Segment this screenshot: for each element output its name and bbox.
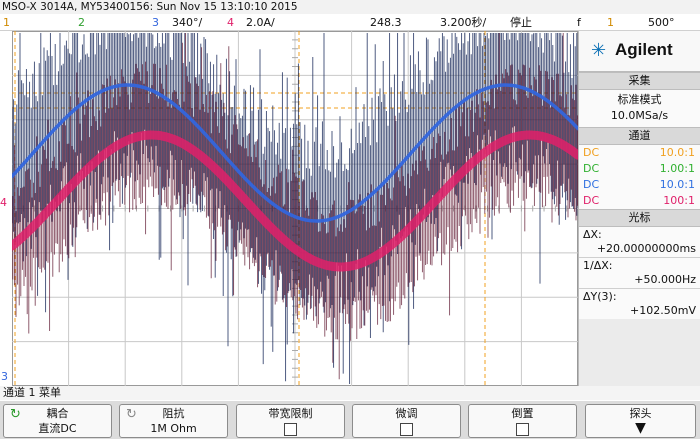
channel-coupling: DC	[583, 194, 600, 207]
agilent-spark-icon: ✳	[591, 40, 607, 61]
channel-coupling: DC	[583, 178, 600, 191]
waveform-canvas	[12, 31, 578, 386]
bandwidth-limit-softkey[interactable]: 带宽限制	[236, 404, 345, 438]
ch3-ground-marker[interactable]: 3	[1, 370, 8, 383]
brand-area: ✳ Agilent	[579, 31, 700, 72]
delta-x-value: +20.00000000ms	[596, 242, 696, 255]
rotate-knob-icon: ↻	[126, 407, 137, 422]
info-sidebar: ✳ Agilent 采集 标准模式 10.0MSa/s 通道 DC 10.0:1…	[578, 31, 700, 386]
channel-list: DC 10.0:1 DC 1.00:1 DC 10.0:1 DC 100:1	[579, 145, 700, 209]
run-state: 停止	[510, 16, 532, 29]
inverse-delta-x-value: +50.000Hz	[634, 273, 696, 286]
status-bar: 1 2 3 340°/ 4 2.0A/ 248.3 3.200秒/ 停止 f 1…	[0, 14, 700, 31]
channel-row: DC 10.0:1	[579, 177, 700, 193]
acquire-header: 采集	[579, 72, 700, 90]
checkbox-icon	[284, 422, 297, 436]
softkey-value: 直流DC	[38, 422, 77, 435]
ch4-ground-marker[interactable]: 4	[0, 196, 7, 209]
ch4-indicator[interactable]: 4	[227, 16, 234, 29]
window-title: MSO-X 3014A, MY53400156: Sun Nov 15 13:1…	[0, 0, 700, 14]
softkey-title: 阻抗	[162, 407, 185, 420]
channel-probe: 100:1	[663, 194, 695, 207]
channel-probe: 10.0:1	[659, 178, 695, 191]
softkey-title: 探头	[629, 407, 652, 420]
ch3-average-trace	[12, 83, 578, 223]
channel-probe: 1.00:1	[659, 162, 695, 175]
ch4-average-trace	[12, 130, 578, 272]
waveform-display[interactable]	[12, 31, 578, 386]
timebase-scale: 3.200秒/	[440, 16, 487, 29]
channel-row: DC 10.0:1	[579, 145, 700, 161]
rotate-knob-icon: ↻	[10, 407, 21, 422]
trigger-source: 1	[607, 16, 614, 29]
horizontal-delay: 248.3	[370, 16, 402, 29]
softkey-bar: ↻ 耦合 直流DC ↻ 阻抗 1M Ohm 带宽限制 微调 倒置 探头 ▼	[0, 401, 700, 439]
channel-coupling: DC	[583, 146, 600, 159]
ch1-indicator[interactable]: 1	[3, 16, 10, 29]
channel-probe: 10.0:1	[659, 146, 695, 159]
softkey-value: 1M Ohm	[150, 422, 197, 435]
coupling-softkey[interactable]: ↻ 耦合 直流DC	[3, 404, 112, 438]
channel-row: DC 1.00:1	[579, 161, 700, 177]
impedance-softkey[interactable]: ↻ 阻抗 1M Ohm	[119, 404, 228, 438]
ch3-scale: 340°/	[172, 16, 203, 29]
submenu-arrow-icon: ▼	[635, 420, 646, 436]
menu-caption: 通道 1 菜单	[0, 386, 700, 400]
softkey-title: 耦合	[46, 407, 69, 420]
trigger-level: 500°	[648, 16, 675, 29]
ch2-indicator[interactable]: 2	[78, 16, 85, 29]
acquire-info: 标准模式 10.0MSa/s	[579, 90, 700, 127]
channels-header: 通道	[579, 127, 700, 145]
cursor-readouts: ΔX: +20.00000000ms 1/ΔX: +50.000Hz ΔY(3)…	[579, 227, 700, 319]
channel-coupling: DC	[583, 162, 600, 175]
checkbox-icon	[516, 422, 529, 436]
brand-name: Agilent	[615, 40, 673, 59]
ch4-scale: 2.0A/	[246, 16, 275, 29]
softkey-title: 微调	[395, 407, 418, 420]
delta-x-label: ΔX:	[583, 228, 602, 241]
vernier-softkey[interactable]: 微调	[352, 404, 461, 438]
checkbox-icon	[400, 422, 413, 436]
sample-rate: 10.0MSa/s	[610, 109, 669, 122]
cursors-header: 光标	[579, 209, 700, 227]
softkey-title: 带宽限制	[268, 407, 313, 420]
acquire-mode: 标准模式	[617, 93, 662, 106]
trigger-slope-icon: f	[577, 16, 581, 29]
ch3-indicator[interactable]: 3	[152, 16, 159, 29]
delta-y-value: +102.50mV	[630, 304, 696, 317]
channel-row: DC 100:1	[579, 193, 700, 209]
inverse-delta-x-label: 1/ΔX:	[583, 259, 613, 272]
softkey-title: 倒置	[511, 407, 534, 420]
delta-y-label: ΔY(3):	[583, 290, 617, 303]
probe-softkey[interactable]: 探头 ▼	[585, 404, 696, 438]
invert-softkey[interactable]: 倒置	[468, 404, 577, 438]
